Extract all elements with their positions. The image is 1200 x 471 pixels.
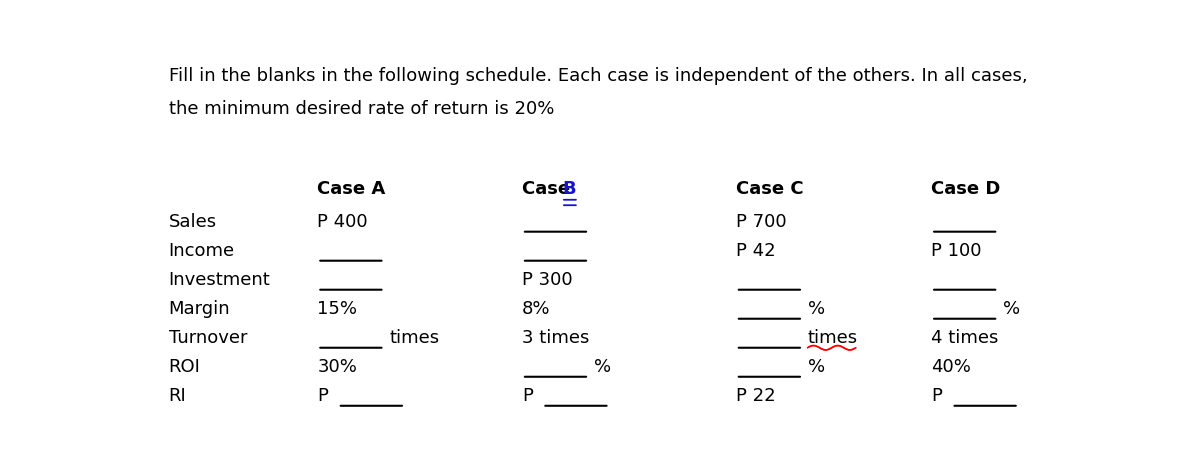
Text: P 300: P 300 bbox=[522, 270, 572, 289]
Text: the minimum desired rate of return is 20%: the minimum desired rate of return is 20… bbox=[168, 100, 554, 118]
Text: Case A: Case A bbox=[317, 180, 385, 198]
Text: Case: Case bbox=[522, 180, 576, 198]
Text: 8%: 8% bbox=[522, 300, 551, 317]
Text: Case D: Case D bbox=[931, 180, 1001, 198]
Text: %: % bbox=[1003, 300, 1020, 317]
Text: 40%: 40% bbox=[931, 357, 971, 375]
Text: P 22: P 22 bbox=[736, 387, 775, 405]
Text: %: % bbox=[808, 357, 824, 375]
Text: P 400: P 400 bbox=[317, 212, 368, 230]
Text: Sales: Sales bbox=[168, 212, 217, 230]
Text: P: P bbox=[931, 387, 942, 405]
Text: P: P bbox=[522, 387, 533, 405]
Text: P 42: P 42 bbox=[736, 242, 775, 260]
Text: 4 times: 4 times bbox=[931, 329, 998, 347]
Text: 15%: 15% bbox=[317, 300, 358, 317]
Text: times: times bbox=[389, 329, 439, 347]
Text: %: % bbox=[808, 300, 824, 317]
Text: Margin: Margin bbox=[168, 300, 230, 317]
Text: B: B bbox=[562, 180, 576, 198]
Text: Fill in the blanks in the following schedule. Each case is independent of the ot: Fill in the blanks in the following sche… bbox=[168, 67, 1027, 85]
Text: P: P bbox=[317, 387, 329, 405]
Text: P 700: P 700 bbox=[736, 212, 786, 230]
Text: times: times bbox=[808, 329, 858, 347]
Text: Investment: Investment bbox=[168, 270, 270, 289]
Text: Income: Income bbox=[168, 242, 235, 260]
Text: ROI: ROI bbox=[168, 357, 200, 375]
Text: 3 times: 3 times bbox=[522, 329, 589, 347]
Text: %: % bbox=[594, 357, 611, 375]
Text: P 100: P 100 bbox=[931, 242, 982, 260]
Text: Turnover: Turnover bbox=[168, 329, 247, 347]
Text: Case C: Case C bbox=[736, 180, 804, 198]
Text: RI: RI bbox=[168, 387, 186, 405]
Text: 30%: 30% bbox=[317, 357, 358, 375]
